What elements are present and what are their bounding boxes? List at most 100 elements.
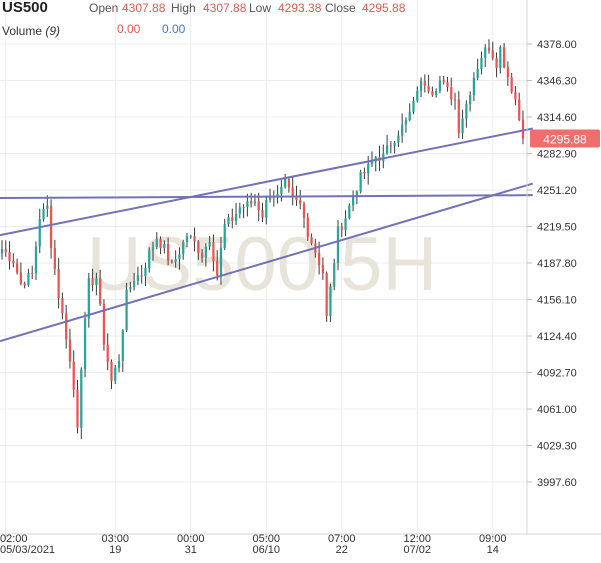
candle-53 <box>200 249 204 263</box>
candle-body <box>114 367 117 381</box>
candle-body <box>487 47 491 51</box>
candle-54 <box>204 243 207 267</box>
candle-body <box>419 81 423 91</box>
candle-104 <box>393 140 396 154</box>
candle-body <box>370 161 374 165</box>
candles <box>0 39 525 439</box>
candle-body <box>31 272 34 274</box>
candle-47 <box>178 247 181 270</box>
volume-value-2: 0.00 <box>162 22 186 36</box>
candle-body <box>197 241 200 254</box>
candle-56 <box>212 234 215 272</box>
candle-20 <box>76 379 79 434</box>
symbol-title: US500 <box>2 0 48 16</box>
candle-33 <box>125 282 128 332</box>
candle-body <box>416 90 419 101</box>
candle-131 <box>495 52 498 78</box>
volume-period: (9) <box>45 24 61 38</box>
y-tick-label-9: 4092.70 <box>537 368 577 380</box>
candle-body <box>302 203 306 218</box>
candle-body <box>521 119 525 139</box>
candle-body <box>99 278 102 305</box>
candle-body <box>148 250 151 268</box>
candle-body <box>461 118 464 134</box>
candle-body <box>91 278 94 285</box>
price-badge-bg <box>530 129 600 148</box>
candle-52 <box>197 239 200 260</box>
low-value: 4293.38 <box>278 1 322 15</box>
candle-89 <box>336 219 340 271</box>
candle-body <box>106 344 109 363</box>
y-tick-label-7: 4156.10 <box>537 295 577 307</box>
candle-body <box>287 179 291 188</box>
candle-63 <box>238 202 241 219</box>
candle-body <box>174 259 177 262</box>
candle-body <box>438 80 442 91</box>
candle-body <box>295 196 298 201</box>
candle-115 <box>435 88 438 98</box>
candle-134 <box>506 61 510 87</box>
candle-71 <box>268 188 272 203</box>
trend-line-1[interactable] <box>0 182 534 343</box>
candle-137 <box>518 92 521 122</box>
candle-body <box>253 201 257 204</box>
candle-2 <box>8 241 11 270</box>
candle-122 <box>461 109 464 140</box>
candle-96 <box>363 167 366 180</box>
high-value: 4307.88 <box>203 1 247 15</box>
candle-body <box>216 261 219 276</box>
y-tick-label-1: 4346.30 <box>537 76 577 88</box>
candle-11 <box>42 203 45 222</box>
candle-body <box>514 92 517 100</box>
candle-6 <box>23 281 26 289</box>
candle-66 <box>250 192 253 208</box>
candle-body <box>185 236 189 243</box>
candle-body <box>518 99 521 120</box>
candle-body <box>306 217 309 238</box>
y-tick-label-11: 4029.30 <box>537 441 577 453</box>
candle-4 <box>15 258 19 275</box>
candle-43 <box>163 240 166 254</box>
trend-lines[interactable] <box>0 127 534 343</box>
candle-body <box>189 236 192 238</box>
candle-5 <box>19 262 23 286</box>
candle-55 <box>208 235 211 251</box>
candle-body <box>502 47 506 68</box>
candle-body <box>355 191 359 197</box>
trend-line-2[interactable] <box>0 194 533 200</box>
candle-body <box>72 361 75 390</box>
candle-body <box>163 244 166 249</box>
candle-1 <box>4 240 7 257</box>
grid <box>0 0 527 534</box>
candle-body <box>46 205 49 209</box>
candle-body <box>317 252 321 265</box>
y-tick-label-8: 4124.40 <box>537 331 577 343</box>
candle-79 <box>299 189 302 210</box>
price-axis[interactable]: 4378.00 4346.30 4314.60 4282.90 4251.20 4219.… <box>527 39 577 489</box>
candle-body <box>465 104 468 119</box>
candle-10 <box>38 208 41 254</box>
candle-136 <box>514 85 517 106</box>
candle-body <box>412 100 415 112</box>
candle-body <box>367 164 370 174</box>
candle-body <box>344 218 347 230</box>
candle-59 <box>223 218 226 251</box>
candle-body <box>450 87 453 100</box>
candle-body <box>121 330 124 361</box>
close-label: Close <box>325 1 356 15</box>
candle-body <box>76 389 79 428</box>
candle-body <box>53 248 56 270</box>
candle-45 <box>170 259 174 264</box>
candle-128 <box>484 44 487 68</box>
candle-body <box>57 269 60 299</box>
candle-82 <box>310 233 313 246</box>
candle-90 <box>340 223 343 238</box>
candle-body <box>329 286 332 316</box>
candle-111 <box>419 77 423 98</box>
candle-body <box>257 201 260 211</box>
candle-91 <box>344 210 347 237</box>
trend-line-0[interactable] <box>0 127 533 237</box>
